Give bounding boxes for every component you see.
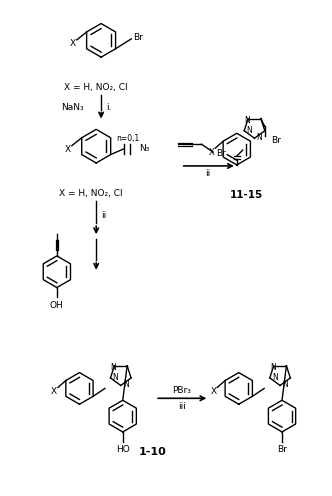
Text: X = H, NO₂, Cl: X = H, NO₂, Cl: [64, 83, 128, 92]
Text: X = H, NO₂, Cl: X = H, NO₂, Cl: [59, 189, 123, 198]
Text: NaN₃: NaN₃: [61, 103, 83, 112]
Text: X: X: [210, 387, 216, 396]
Text: Br: Br: [133, 33, 143, 42]
Text: Br: Br: [277, 445, 287, 454]
Text: HO: HO: [116, 445, 129, 454]
Text: N: N: [257, 133, 262, 142]
Text: X: X: [51, 387, 57, 396]
Text: N: N: [270, 363, 276, 372]
Text: N: N: [244, 116, 250, 125]
Text: N: N: [113, 373, 118, 382]
Text: 11-15: 11-15: [230, 189, 263, 199]
Text: PBr₃: PBr₃: [172, 386, 191, 395]
Text: ii: ii: [101, 211, 106, 220]
Text: Br: Br: [271, 136, 281, 145]
Text: n=0,1: n=0,1: [116, 134, 139, 143]
Text: N: N: [282, 380, 288, 389]
Text: N: N: [246, 126, 252, 135]
Text: OH: OH: [50, 301, 64, 310]
Text: N: N: [111, 363, 116, 372]
Text: N: N: [272, 373, 278, 382]
Text: Br: Br: [216, 149, 226, 158]
Text: X: X: [70, 39, 76, 48]
Text: X: X: [208, 148, 214, 157]
Text: X: X: [65, 145, 71, 154]
Text: 1-10: 1-10: [138, 447, 166, 457]
Text: iii: iii: [178, 402, 186, 411]
Text: i.: i.: [106, 103, 112, 112]
Text: N₃: N₃: [139, 144, 149, 153]
Text: ii: ii: [205, 169, 210, 179]
Text: N: N: [123, 380, 128, 389]
